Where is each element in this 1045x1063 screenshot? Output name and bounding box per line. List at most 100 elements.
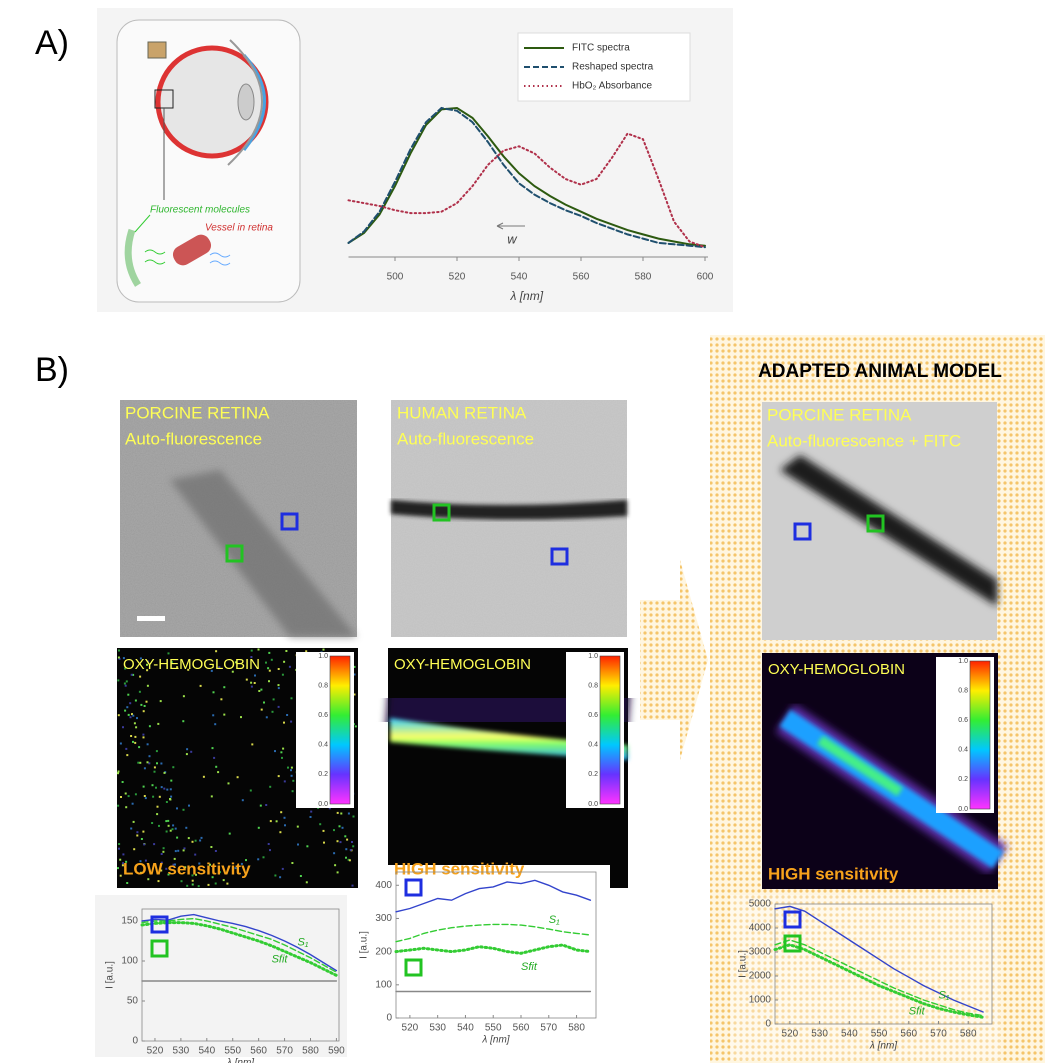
- speckle: [148, 762, 151, 765]
- speckle: [333, 852, 336, 855]
- speckle: [277, 775, 280, 778]
- roi-box: [150, 915, 169, 934]
- speckle: [142, 830, 145, 833]
- colorbar-tick-label: 0.4: [958, 747, 968, 754]
- speckle: [336, 840, 339, 843]
- speckle: [118, 649, 120, 652]
- x-tick-label: 560: [513, 1023, 530, 1034]
- speckle: [139, 761, 142, 764]
- annotation: S₁: [549, 914, 560, 926]
- x-tick-label: 570: [276, 1046, 293, 1057]
- speckle: [122, 853, 125, 856]
- scale-bar: [137, 616, 165, 621]
- speckle: [167, 819, 170, 822]
- y-tick-label: 4000: [749, 923, 772, 934]
- annotation: S₁: [938, 990, 949, 1002]
- speckle: [142, 710, 145, 713]
- speckle: [170, 779, 173, 782]
- x-tick-label: 550: [871, 1029, 888, 1040]
- speckle: [167, 652, 170, 655]
- plot-frame: [141, 908, 340, 1042]
- speckle: [172, 766, 175, 769]
- speckle: [257, 648, 260, 651]
- speckle: [236, 776, 239, 779]
- colorbar-tick-label: 0.2: [958, 776, 968, 783]
- fluorescence-waves: [144, 249, 166, 265]
- speckle: [153, 770, 156, 773]
- colorbar-tick-label: 0.8: [588, 682, 598, 689]
- speckle: [240, 716, 242, 719]
- colorbar-tick-label: 0.8: [958, 687, 968, 694]
- speckle: [226, 882, 229, 885]
- speckle: [119, 858, 122, 861]
- series-line: [141, 917, 338, 973]
- y-axis-label: I [a.u.]: [105, 961, 116, 989]
- chart-background: [95, 895, 347, 1057]
- x-tick-label: 540: [457, 1023, 474, 1034]
- speckle: [263, 701, 265, 704]
- speckle: [344, 835, 347, 838]
- speckle: [134, 735, 137, 738]
- speckle: [142, 736, 145, 739]
- speckle: [182, 720, 185, 723]
- speckle: [124, 792, 127, 795]
- speckle: [139, 860, 142, 863]
- x-axis-label: λ [nm]: [226, 1058, 254, 1063]
- x-tick-label: 600: [697, 272, 714, 283]
- plot-frame: [395, 871, 597, 1019]
- vessel-shadow: [170, 470, 357, 637]
- speckle: [125, 747, 128, 750]
- x-axis-label: λ [nm]: [509, 289, 543, 303]
- speckle: [218, 666, 221, 669]
- speckle: [250, 685, 253, 688]
- speckle: [129, 716, 132, 719]
- speckle: [277, 687, 280, 690]
- speckle: [271, 710, 274, 713]
- vessel: [172, 234, 212, 266]
- speckle: [345, 856, 347, 859]
- speckle: [274, 874, 277, 877]
- speckle: [212, 714, 215, 717]
- speckle: [124, 684, 127, 687]
- speckle: [290, 769, 292, 772]
- y-tick-label: 0: [765, 1019, 771, 1030]
- speckle: [158, 795, 161, 798]
- pointer: [134, 214, 151, 233]
- speckle: [187, 837, 190, 840]
- speckle: [299, 875, 302, 877]
- speckle: [250, 656, 253, 658]
- speckle: [147, 878, 150, 881]
- speckle: [158, 824, 160, 827]
- speckle: [260, 708, 263, 711]
- eye-illustration: [124, 39, 269, 287]
- speckle: [323, 841, 325, 844]
- speckle: [184, 866, 187, 869]
- speckle: [290, 697, 293, 700]
- series-line: [774, 905, 984, 1013]
- roi-box: [793, 522, 812, 541]
- speckle: [259, 804, 262, 807]
- speckle: [170, 795, 173, 798]
- x-tick-label: 580: [635, 272, 652, 283]
- speckle: [253, 682, 256, 684]
- speckle: [336, 871, 339, 874]
- speckle: [136, 717, 138, 720]
- speckle: [245, 859, 247, 862]
- speckle: [121, 781, 124, 783]
- map-title: OXY-HEMOGLOBIN: [768, 661, 905, 678]
- x-tick-label: 570: [930, 1029, 947, 1040]
- roi-box: [404, 878, 423, 897]
- speckle: [125, 806, 128, 809]
- speckle: [347, 858, 350, 861]
- speckle: [288, 665, 291, 668]
- speckle: [262, 856, 265, 859]
- x-tick-label: 500: [387, 272, 404, 283]
- speckle: [160, 762, 163, 765]
- y-tick-label: 3000: [749, 947, 772, 958]
- speckle: [215, 650, 218, 653]
- speckle: [277, 668, 280, 670]
- speckle: [269, 785, 272, 788]
- speckle: [124, 667, 127, 670]
- speckle: [169, 829, 172, 832]
